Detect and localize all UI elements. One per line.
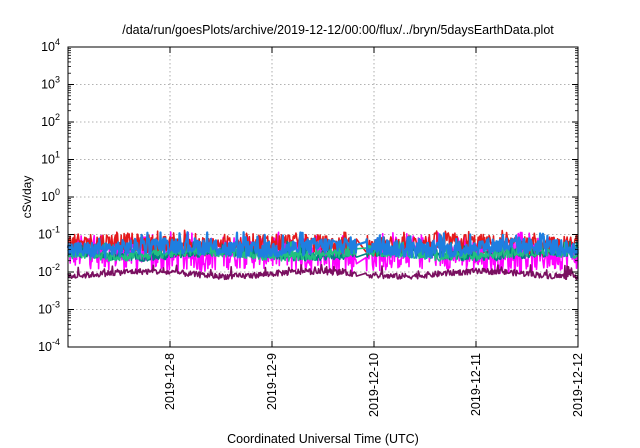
y-tick-label: 10-1 [38,225,60,242]
y-tick-label: 10-4 [38,337,60,354]
y-tick-label: 10-3 [38,300,60,317]
x-axis-ticks: 2019-12-8 2019-12-9 2019-12-10 2019-12-11 20… [163,47,585,417]
y-axis-ticks: 10-4 10-3 10-2 10-1 100 101 102 103 104 [38,37,578,354]
x-tick-label: 2019-12-12 [571,353,585,417]
y-tick-label: 102 [41,112,60,129]
x-tick-label: 2019-12-9 [265,353,279,410]
y-axis-label: cSv/day [20,176,34,219]
chart-title: /data/run/goesPlots/archive/2019-12-12/0… [122,23,554,37]
y-tick-label: 104 [41,37,60,54]
y-tick-label: 100 [41,187,60,204]
x-tick-label: 2019-12-8 [163,353,177,410]
y-tick-label: 10-2 [38,262,60,279]
grid-lines [68,47,578,347]
series-layer [66,229,580,281]
series-line [66,231,580,260]
y-tick-label: 101 [41,150,60,167]
x-tick-label: 2019-12-10 [367,353,381,417]
x-axis-label: Coordinated Universal Time (UTC) [227,432,419,446]
series-line [67,264,579,281]
y-tick-label: 103 [41,75,60,92]
x-tick-label: 2019-12-11 [469,353,483,416]
